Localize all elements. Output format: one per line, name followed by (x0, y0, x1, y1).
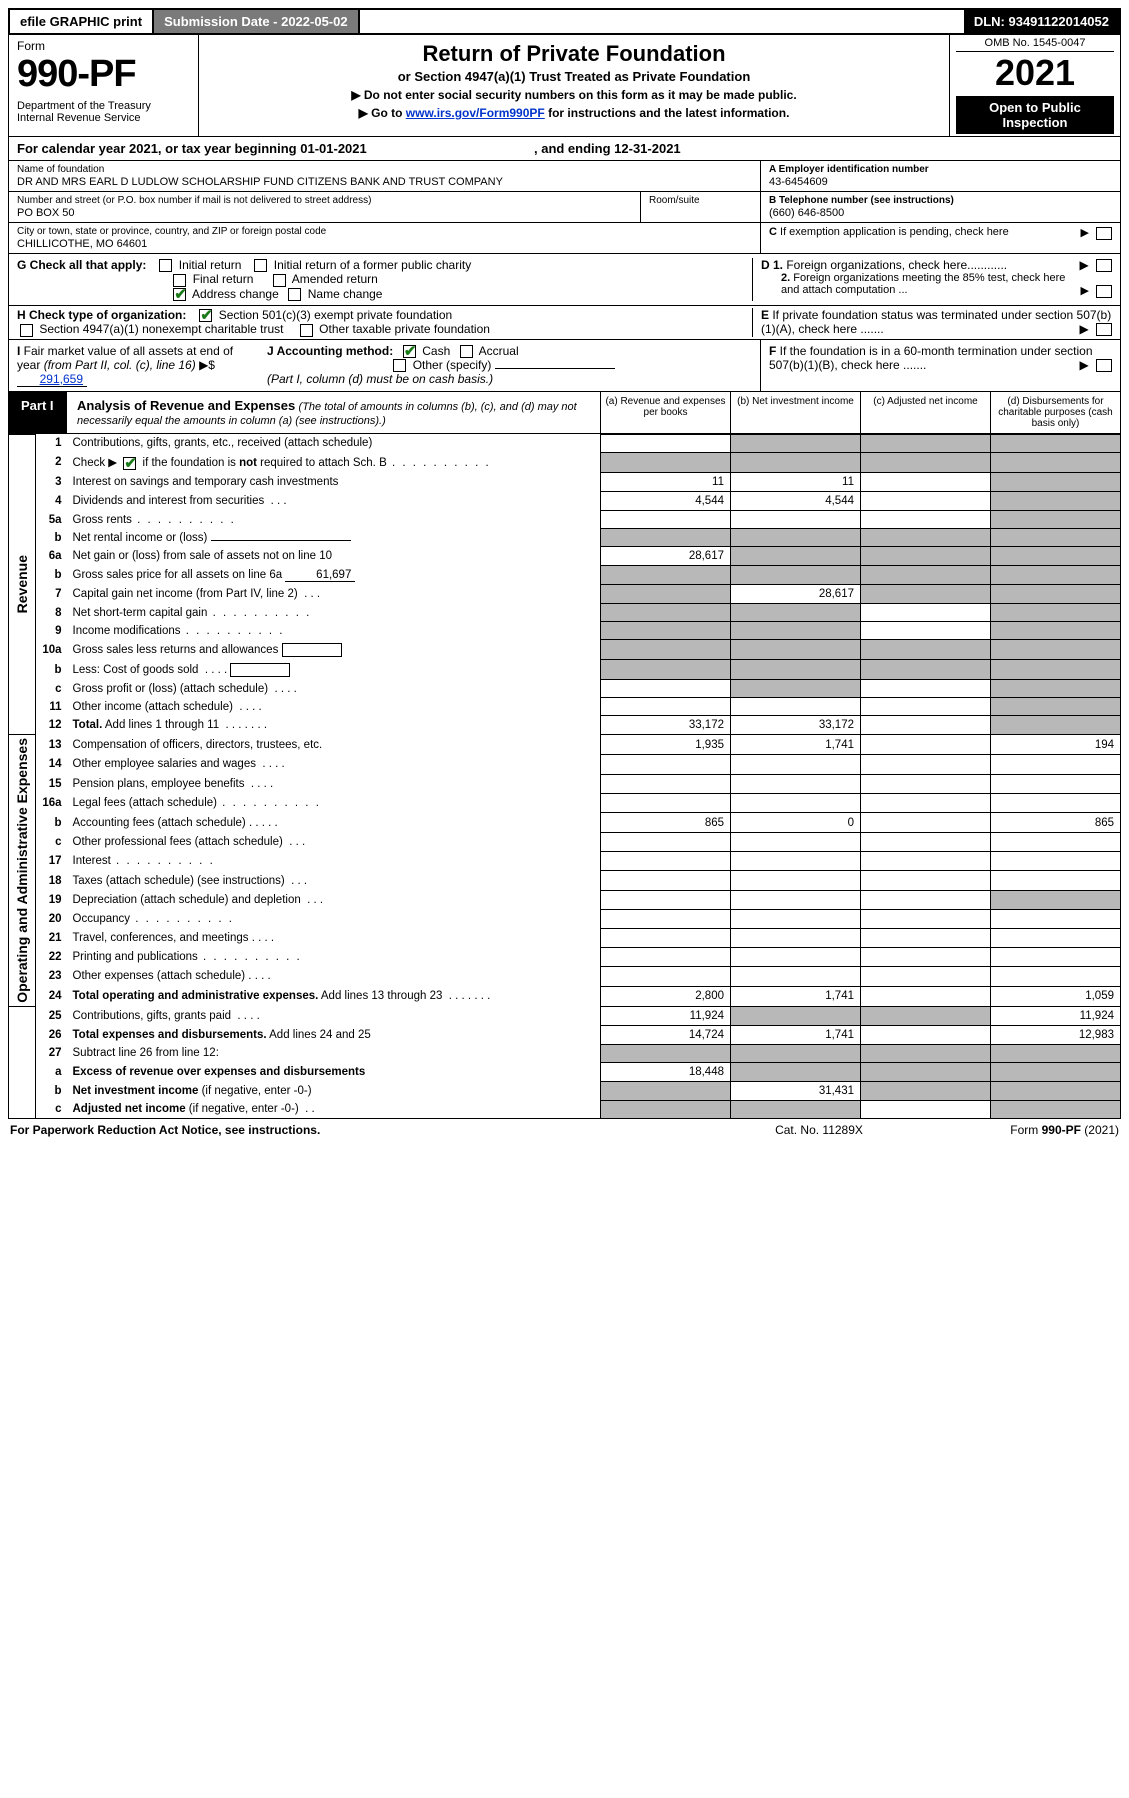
phone-label: B Telephone number (see instructions) (769, 195, 954, 206)
j-label: J Accounting method: (267, 344, 393, 358)
h-label: H Check type of organization: (17, 308, 186, 322)
city-value: CHILLICOTHE, MO 64601 (17, 238, 752, 250)
city-label: City or town, state or province, country… (17, 226, 752, 237)
footer-mid: Cat. No. 11289X (719, 1123, 919, 1137)
footer: For Paperwork Reduction Act Notice, see … (8, 1119, 1121, 1137)
c-label: C If exemption application is pending, c… (769, 226, 1009, 238)
cb-other-taxable[interactable] (300, 324, 313, 337)
dln-label: DLN: 93491122014052 (964, 10, 1119, 33)
cb-4947[interactable] (20, 324, 33, 337)
form-word: Form (17, 39, 190, 53)
d2-label: 2. Foreign organizations meeting the 85%… (761, 272, 1112, 296)
g-row: G Check all that apply: Initial return I… (8, 254, 1121, 306)
efile-print-button[interactable]: efile GRAPHIC print (10, 10, 154, 33)
ijf-row: I Fair market value of all assets at end… (8, 340, 1121, 392)
row-desc: Contributions, gifts, grants, etc., rece… (68, 434, 601, 452)
col-a-head: (a) Revenue and expenses per books (600, 392, 730, 433)
irs-link[interactable]: www.irs.gov/Form990PF (406, 106, 545, 120)
open-to-public: Open to Public Inspection (956, 96, 1114, 134)
ein-value: 43-6454609 (769, 176, 1112, 188)
cb-address-change[interactable] (173, 288, 186, 301)
cb-initial-return[interactable] (159, 259, 172, 272)
part1-header: Part I Analysis of Revenue and Expenses … (8, 392, 1121, 434)
part1-table: Revenue 1 Contributions, gifts, grants, … (8, 434, 1121, 1120)
addr-value: PO BOX 50 (17, 207, 632, 219)
cb-501c3[interactable] (199, 309, 212, 322)
cb-sch-b[interactable] (123, 457, 136, 470)
row-num: 1 (36, 434, 68, 452)
e-checkbox[interactable] (1096, 323, 1112, 336)
phone-value: (660) 646-8500 (769, 207, 1112, 219)
calendar-year-row: For calendar year 2021, or tax year begi… (8, 137, 1121, 161)
cb-accrual[interactable] (460, 345, 473, 358)
dept-label: Department of the Treasury Internal Reve… (17, 100, 190, 124)
top-bar: efile GRAPHIC print Submission Date - 20… (8, 8, 1121, 35)
cb-other-method[interactable] (393, 359, 406, 372)
cb-initial-former[interactable] (254, 259, 267, 272)
name-label: Name of foundation (17, 164, 752, 175)
cb-cash[interactable] (403, 345, 416, 358)
c-checkbox[interactable] (1096, 227, 1112, 240)
col-c-head: (c) Adjusted net income (860, 392, 990, 433)
d2-checkbox[interactable] (1096, 285, 1112, 298)
foundation-name: DR AND MRS EARL D LUDLOW SCHOLARSHIP FUN… (17, 176, 752, 188)
e-label: E If private foundation status was termi… (752, 308, 1112, 337)
col-b-head: (b) Net investment income (730, 392, 860, 433)
opex-side-label: Operating and Administrative Expenses (14, 738, 30, 1003)
j-note: (Part I, column (d) must be on cash basi… (267, 372, 493, 386)
tax-year: 2021 (956, 52, 1114, 94)
part1-title: Analysis of Revenue and Expenses (77, 398, 295, 413)
ein-label: A Employer identification number (769, 164, 929, 175)
g-label: G Check all that apply: (17, 258, 146, 272)
f-checkbox[interactable] (1096, 359, 1112, 372)
form-title: Return of Private Foundation (209, 41, 939, 67)
form-subtitle: or Section 4947(a)(1) Trust Treated as P… (209, 69, 939, 84)
note-ssn: ▶ Do not enter social security numbers o… (209, 88, 939, 102)
cb-amended-return[interactable] (273, 274, 286, 287)
f-label: F If the foundation is in a 60-month ter… (760, 340, 1120, 391)
cb-name-change[interactable] (288, 288, 301, 301)
footer-right: Form 990-PF (2021) (919, 1123, 1119, 1137)
entity-info: Name of foundation DR AND MRS EARL D LUD… (8, 161, 1121, 254)
fmv-value[interactable]: 291,659 (17, 372, 87, 387)
h-row: H Check type of organization: Section 50… (8, 306, 1121, 340)
submission-date-label: Submission Date - 2022-05-02 (154, 10, 360, 33)
d1-checkbox[interactable] (1096, 259, 1112, 272)
part1-label: Part I (9, 392, 67, 433)
omb-number: OMB No. 1545-0047 (956, 37, 1114, 52)
room-label: Room/suite (649, 195, 752, 206)
note-link: ▶ Go to www.irs.gov/Form990PF for instru… (209, 106, 939, 120)
revenue-side-label: Revenue (14, 555, 30, 613)
d1-label: D 1. Foreign organizations, check here..… (761, 258, 1112, 272)
col-d-head: (d) Disbursements for charitable purpose… (990, 392, 1120, 433)
form-header: Form 990-PF Department of the Treasury I… (8, 35, 1121, 137)
addr-label: Number and street (or P.O. box number if… (17, 195, 632, 206)
footer-left: For Paperwork Reduction Act Notice, see … (10, 1123, 719, 1137)
form-number: 990-PF (17, 53, 190, 96)
